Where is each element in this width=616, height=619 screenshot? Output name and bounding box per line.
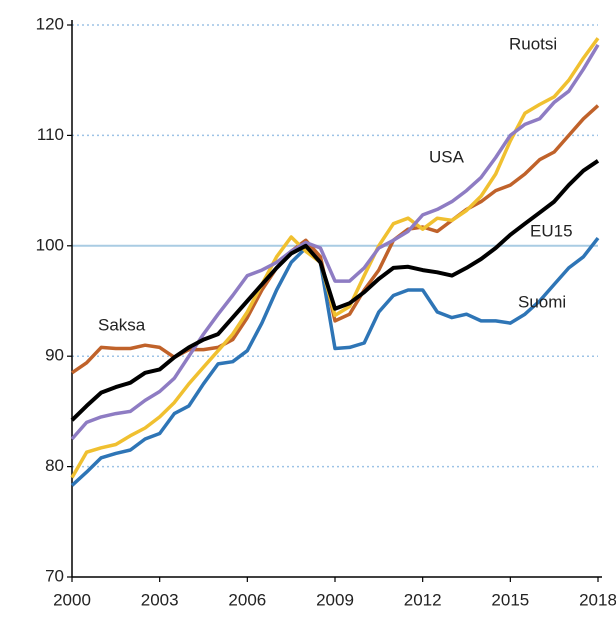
y-tick-label: 110: [37, 125, 64, 144]
series-line: [70, 43, 600, 441]
y-tick-label: 90: [45, 346, 64, 365]
series-line: [70, 159, 600, 422]
series-label: Suomi: [518, 292, 566, 311]
series-label: Saksa: [98, 315, 146, 334]
y-tick-label: 80: [45, 456, 64, 475]
series-line: [71, 104, 600, 375]
x-tick-label: 2003: [141, 590, 179, 609]
series-label: Ruotsi: [509, 34, 557, 53]
x-tick-label: 2012: [404, 590, 442, 609]
x-tick-label: 2015: [491, 590, 529, 609]
y-tick-label: 120: [36, 14, 64, 33]
series-label: USA: [429, 147, 465, 166]
series-line: [70, 37, 600, 479]
y-tick-label: 100: [36, 235, 64, 254]
x-tick-label: 2000: [53, 590, 91, 609]
x-tick-label: 2009: [316, 590, 354, 609]
x-tick-label: 2018: [579, 590, 616, 609]
y-tick-label: 70: [45, 566, 64, 585]
series-line: [70, 237, 600, 487]
series-label: EU15: [530, 221, 573, 240]
x-tick-label: 2006: [228, 590, 266, 609]
